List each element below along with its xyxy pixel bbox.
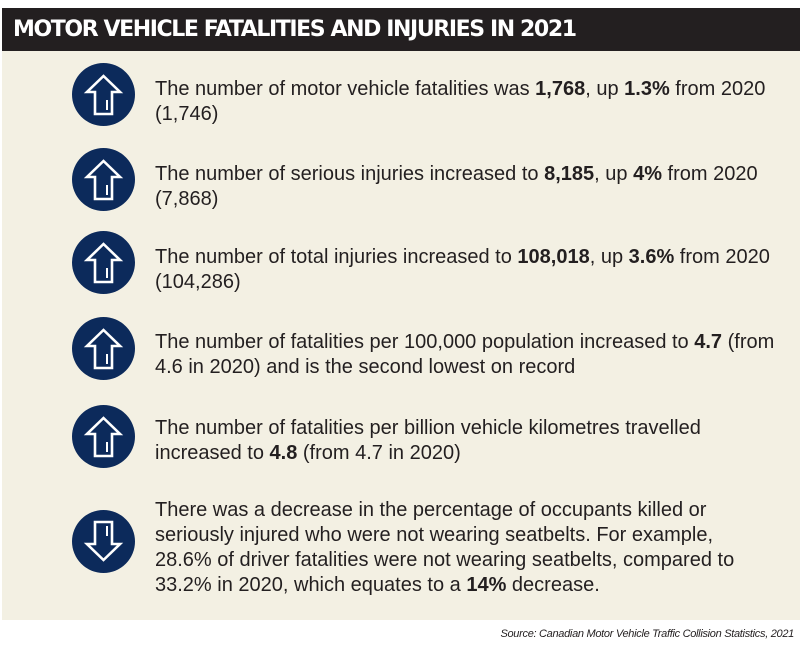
header-bar: MOTOR VEHICLE FATALITIES AND INJURIES IN… bbox=[2, 8, 800, 51]
fact-text: There was a decrease in the percentage o… bbox=[155, 499, 735, 596]
fact-text: The number of motor vehicle fatalities w… bbox=[155, 78, 766, 125]
fact-text: The number of fatalities per 100,000 pop… bbox=[155, 331, 775, 378]
fact-text: The number of serious injuries increased… bbox=[155, 163, 758, 210]
fact-text: The number of fatalities per billion veh… bbox=[155, 417, 701, 464]
page-title: MOTOR VEHICLE FATALITIES AND INJURIES IN… bbox=[13, 17, 577, 42]
arrow-down-icon bbox=[72, 510, 135, 573]
source-note: Source: Canadian Motor Vehicle Traffic C… bbox=[500, 628, 794, 640]
facts-panel: The number of motor vehicle fatalities w… bbox=[2, 51, 800, 620]
arrow-up-icon bbox=[72, 148, 135, 211]
arrow-up-icon bbox=[72, 317, 135, 380]
fact-text: The number of total injuries increased t… bbox=[155, 246, 770, 293]
arrow-up-icon bbox=[72, 63, 135, 126]
arrow-up-icon bbox=[72, 231, 135, 294]
arrow-up-icon bbox=[72, 405, 135, 468]
